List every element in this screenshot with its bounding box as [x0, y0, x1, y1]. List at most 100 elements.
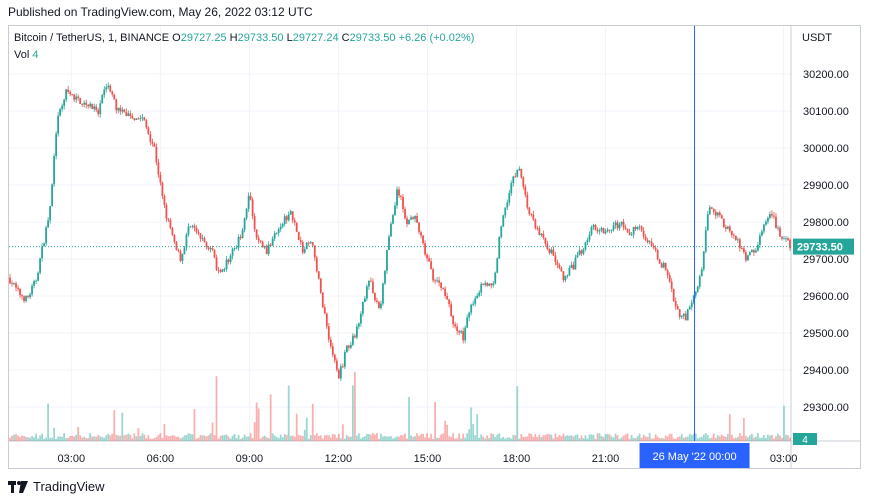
- volume-bar: [602, 437, 605, 441]
- volume-bar: [13, 434, 15, 441]
- candle-body: [281, 224, 284, 227]
- volume-bar: [43, 438, 45, 441]
- candle-body: [139, 118, 142, 119]
- volume-bar: [686, 436, 689, 441]
- candle-body: [25, 295, 27, 301]
- volume-bar: [644, 436, 647, 441]
- candle-body: [732, 235, 735, 236]
- volume-bar: [303, 429, 306, 441]
- candle-body: [658, 259, 661, 264]
- candle-body: [492, 283, 495, 286]
- candle-body: [420, 232, 422, 236]
- candle-body: [157, 162, 160, 175]
- footer-branding: TradingView: [8, 479, 105, 494]
- volume-bar: [323, 435, 326, 441]
- volume-bar: [588, 434, 591, 441]
- volume-bar: [582, 438, 585, 441]
- volume-bar: [203, 435, 206, 441]
- volume-bar: [761, 437, 763, 441]
- candle-body: [191, 225, 194, 227]
- candle-body: [562, 271, 565, 281]
- volume-bar: [311, 403, 314, 441]
- volume-bar: [195, 438, 198, 441]
- volume-bar: [221, 435, 224, 441]
- candle-body: [127, 113, 130, 116]
- volume-bar: [542, 435, 545, 441]
- candle-body: [239, 236, 242, 239]
- candle-body: [293, 220, 296, 223]
- volume-bar: [568, 435, 571, 441]
- low-value: 29727.24: [292, 32, 339, 44]
- candle-body: [626, 228, 629, 233]
- candle-body: [337, 369, 340, 379]
- volume-bar: [376, 433, 378, 441]
- candle-body: [169, 219, 172, 228]
- volume-bar: [610, 436, 613, 441]
- volume-bar: [285, 435, 288, 441]
- candle-body: [544, 237, 547, 244]
- candle-body: [77, 96, 80, 99]
- volume-bar: [474, 435, 477, 441]
- volume-bar: [61, 436, 64, 441]
- candle-body: [769, 214, 771, 218]
- candle-body: [662, 262, 665, 268]
- volume-bar: [783, 405, 785, 441]
- volume-bar: [422, 433, 424, 441]
- volume-bar: [23, 435, 25, 441]
- candle-body: [540, 233, 543, 235]
- candle-body: [500, 226, 503, 237]
- volume-bar: [159, 433, 162, 441]
- volume-bar: [578, 438, 581, 441]
- candle-body: [79, 98, 82, 105]
- volume-bar: [362, 437, 364, 441]
- volume-bar: [414, 436, 416, 441]
- volume-bar: [313, 435, 316, 441]
- volume-bar: [688, 434, 691, 441]
- candle-body: [556, 262, 559, 265]
- volume-bar: [325, 435, 328, 441]
- volume-bar: [39, 435, 41, 441]
- volume-bar: [640, 437, 643, 441]
- candle-body: [73, 94, 76, 100]
- volume-bar: [400, 435, 402, 441]
- candle-body: [748, 252, 751, 256]
- candle-body: [33, 281, 35, 286]
- volume-bar: [508, 437, 511, 441]
- volume-bar: [199, 435, 202, 441]
- volume-bar: [572, 436, 575, 441]
- candle-body: [37, 272, 39, 281]
- volume-bar: [147, 435, 150, 441]
- volume-bar: [79, 435, 82, 441]
- volume-bar: [91, 436, 94, 441]
- volume-bar: [89, 433, 92, 441]
- volume-bar: [71, 435, 74, 441]
- candle-body: [331, 346, 334, 355]
- volume-bar: [787, 435, 789, 441]
- volume-bar: [179, 438, 182, 441]
- volume-bar: [55, 438, 58, 441]
- candle-body: [119, 107, 122, 112]
- candle-body: [410, 217, 412, 220]
- candle-body: [446, 295, 449, 300]
- volume-bar: [586, 438, 589, 441]
- volume-bar: [440, 434, 443, 441]
- volume-bar: [416, 433, 418, 441]
- volume-bar: [576, 434, 579, 441]
- volume-bar: [293, 436, 296, 441]
- candle-body: [301, 241, 304, 253]
- candle-body: [694, 291, 697, 296]
- candle-body: [215, 257, 218, 270]
- candle-body: [121, 109, 124, 112]
- volume-bar: [279, 434, 282, 441]
- candle-body: [686, 309, 689, 321]
- candle-body: [275, 232, 278, 234]
- candle-body: [370, 280, 372, 282]
- candle-body: [755, 250, 757, 253]
- candle-body: [89, 103, 92, 107]
- volume-bar: [472, 423, 475, 441]
- volume-bar: [594, 438, 597, 441]
- volume-bar: [113, 410, 116, 441]
- volume-bar: [151, 438, 154, 441]
- candle-body: [744, 252, 747, 261]
